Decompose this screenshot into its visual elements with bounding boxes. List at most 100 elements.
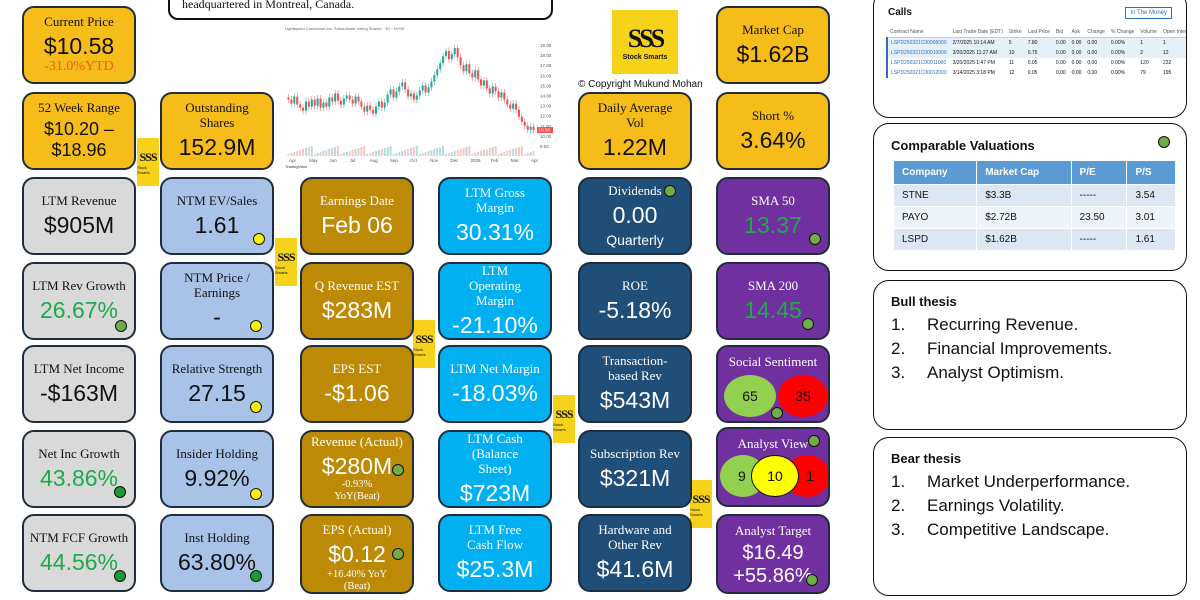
calls-table: Contract Name Last Trade Date (EDT) Strike… [886,27,1186,78]
candle-body [304,101,307,111]
calls-header-cell: Last Trade Date (EDT) [949,27,1006,38]
table-row[interactable]: LSPD250321C00011000 3/20/2025 1:47 PM 11 0.… [886,58,1186,68]
tile-value: 13.37 [744,211,802,238]
table-cell: $3.3B [976,184,1072,207]
volume-bar [401,151,404,156]
candle-body [313,99,316,106]
thesis-item-number: 2. [891,496,906,515]
candle-body [427,87,430,93]
contract-link[interactable]: LSPD250321C00005000 [886,37,950,48]
volume-bar [383,148,386,156]
ltm-net-income-tile: LTM Net Income -$163M [22,345,136,423]
tile-label: Transaction-based Rev [602,353,668,384]
small-logo-glyph: SSS [555,406,573,421]
volume-bar [380,149,383,156]
bear-thesis-panel: Bear thesis 1. Market Underperformance. 2.… [873,437,1187,596]
volume-bar [427,151,430,156]
price-tick-label: 19.00 [540,43,552,48]
volume-bar [453,151,456,156]
table-cell: 5 [1005,37,1025,48]
candle-body [407,89,410,97]
volume-bar [354,149,357,156]
tile-value: 9.92% [184,464,250,491]
volume-bar [442,146,445,156]
month-label: May [309,158,318,163]
calls-title: Calls [888,7,912,18]
calls-body: LSPD250321C00005000 2/7/2025 10:14 AM 5 7.8… [886,37,1186,78]
tile-value: 26.67% [39,296,118,323]
contract-link[interactable]: LSPD250321C00012000 [886,68,950,78]
candle-body [389,89,392,95]
tile-value: $321M [599,464,671,491]
candle-body [345,95,348,99]
tile-label: Social Sentiment [728,354,818,369]
candle-body [369,105,372,110]
bull-thesis-title: Bull thesis [891,294,957,309]
tile-value: 63.80% [177,548,256,575]
status-dot [250,320,262,332]
candle-body [497,91,500,98]
contract-link[interactable]: LSPD250321C00011000 [886,58,950,68]
calls-header-cell: Open Interest [1159,27,1186,38]
price-tick-label: 11.00 [540,124,551,129]
table-cell: 0.00 [1068,37,1085,48]
status-dot [115,320,127,332]
candle-body [474,70,477,78]
small-logo-glyph: SSS [139,149,157,164]
table-cell: PAYO [892,206,978,229]
volume-bar [491,147,494,156]
candle-body [444,51,448,57]
in-the-money-badge[interactable]: In The Money [1125,7,1172,19]
candle-body [383,102,386,108]
comparables-body: STNE $3.3B ----- 3.54 PAYO $2.72B 23.50 3.01 LSP… [892,184,1176,251]
price-chart-svg: 19.00 18.00 17.00 16.00 15.00 14.00 13.00 12.00… [287,43,553,163]
candle-body [339,100,342,105]
tile-value: $283M [321,296,393,323]
candle-body [310,99,313,107]
candle-body [433,75,436,82]
bear-thesis-list: 1. Market Underperformance. 2. Earnings Vol… [891,470,1169,542]
table-cell: 0.05 [1027,70,1038,76]
candle-body [520,116,523,122]
calls-header-cell: % Change [1107,27,1138,38]
candle-body [351,99,354,104]
status-dot [250,401,262,413]
month-label: 2025 [471,158,482,163]
volume-bar [471,154,474,156]
candle-body [436,69,439,76]
calls-header-cell: Bid [1052,27,1069,38]
volume-bar [465,147,468,156]
tile-label: LTM Cash (Balance Sheet) [467,430,523,476]
sell-count: 1 [806,467,814,484]
volume-bar [506,151,509,156]
table-row[interactable]: LSPD250321C00012000 3/14/2025 3:18 PM 12 0.… [886,68,1186,78]
contract-link[interactable]: LSPD250321C00010000 [886,48,950,58]
small-logo-text: Stock Smarts [137,164,150,175]
candle-body [380,101,383,108]
tile-label: Hardware and Other Rev [598,522,672,553]
thesis-item: 3. Competitive Landscape. [891,518,1169,542]
tile-label: Q Revenue EST [314,277,400,293]
tile-label: Outstanding Shares [185,100,249,131]
tile-label: Earnings Date [319,192,394,208]
ltm-net-margin-tile: LTM Net Margin -18.03% [438,345,552,423]
volume-bar [398,152,401,156]
volume-bar [337,146,340,156]
current-price-tile: Current Price $10.58 -31.0%YTD [22,6,136,84]
table-cell: 12 [1159,48,1186,58]
thesis-item: 3. Analyst Optimism. [891,361,1169,385]
table-row[interactable]: LSPD250321C00005000 2/7/2025 10:14 AM 5 7.8… [886,37,1186,48]
status-dot [253,233,265,245]
volume-bar [515,148,518,156]
volume-bar [328,149,331,156]
volume-bar [523,154,526,156]
table-cell: 79 [1140,70,1146,76]
52-week-range-tile: 52 Week Range $10.20 – $18.96 [22,92,136,170]
calls-panel: Calls In The Money Contract Name Last Tra… [873,0,1187,118]
status-dot [808,435,820,447]
volume-bar [482,150,485,156]
table-row[interactable]: LSPD250321C00010000 3/20/2025 11:27 AM 10 0… [886,48,1186,58]
tile-label: Dividends [608,182,662,198]
table-cell: 3.54 [1126,184,1176,207]
candle-body [302,107,305,111]
